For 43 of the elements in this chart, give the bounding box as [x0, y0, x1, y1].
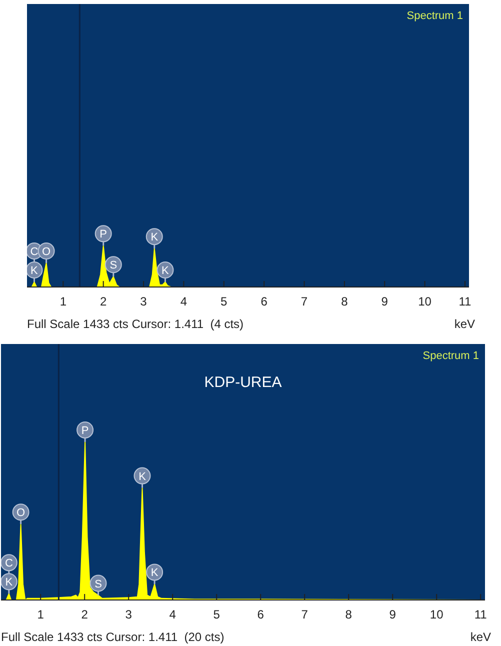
x-tick-label: 9 — [389, 608, 396, 622]
x-tick-label: 4 — [169, 608, 176, 622]
x-tick-label: 5 — [220, 294, 228, 309]
annotation: O — [42, 246, 52, 258]
x-tick-label: 11 — [458, 294, 472, 309]
x-tick-label: 8 — [341, 294, 348, 309]
annotation: K — [150, 567, 159, 580]
annotation: C — [4, 558, 13, 570]
x-tick-label: 1 — [60, 294, 67, 309]
annotation: K — [138, 470, 147, 483]
x-tick-label: 6 — [257, 608, 264, 622]
x-tick-label: 5 — [213, 608, 220, 622]
annotation: P — [100, 228, 108, 241]
annotation: S — [94, 578, 102, 590]
annotation: K — [5, 576, 14, 589]
annotation: K — [162, 265, 170, 278]
annotation: C — [30, 246, 38, 258]
x-tick-label: 6 — [260, 294, 268, 309]
chart-title: KDP-UREA — [203, 374, 283, 391]
x-tick-label: 1 — [37, 608, 44, 622]
x-tick-label: 10 — [430, 608, 444, 622]
x-tick-label: 3 — [140, 294, 148, 309]
text: Full Scale 1433 cts Cursor: 1.411 (4 cts) — [27, 317, 244, 331]
text: Spectrum 1 — [422, 350, 479, 362]
annotation: S — [110, 260, 118, 272]
x-tick-label: 4 — [180, 294, 188, 309]
x-axis-title: keV — [470, 630, 491, 644]
annotation: K — [30, 265, 39, 278]
x-tick-label: 7 — [301, 608, 308, 622]
x-tick-label: 7 — [300, 294, 308, 309]
x-tick-label: 3 — [125, 608, 132, 622]
text: Spectrum 1 — [406, 10, 463, 22]
x-tick-label: 11 — [474, 608, 488, 622]
x-tick-label: 2 — [81, 608, 88, 622]
annotation: O — [16, 507, 26, 520]
x-tick-label: 10 — [418, 294, 432, 309]
annotation: P — [81, 424, 89, 437]
text: Full Scale 1433 cts Cursor: 1.411 (20 cts) — [1, 630, 224, 644]
x-axis-title: keV — [454, 317, 475, 331]
x-tick-label: 9 — [381, 294, 388, 309]
x-tick-label: 8 — [345, 608, 352, 622]
annotation: K — [150, 232, 159, 244]
x-tick-label: 2 — [100, 294, 107, 309]
